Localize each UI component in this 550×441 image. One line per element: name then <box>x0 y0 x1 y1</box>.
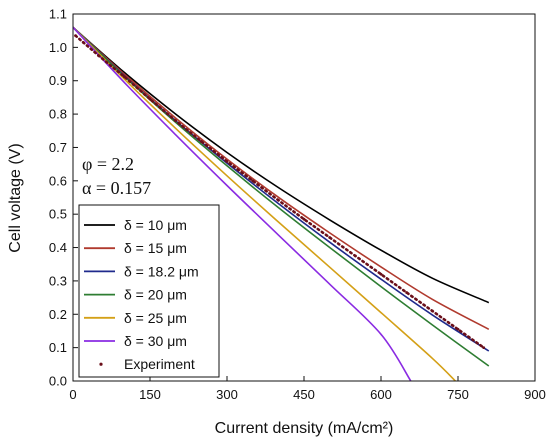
series-4-line <box>72 26 456 382</box>
x-tick-label: 900 <box>524 387 546 402</box>
legend-label: δ = 18.2 μm <box>124 263 199 279</box>
y-tick-label: 0.2 <box>49 307 67 322</box>
legend-box <box>78 204 220 378</box>
annotation-phi: φ = 2.2 <box>82 154 134 174</box>
x-tick-label: 600 <box>370 387 392 402</box>
experiment-point <box>302 217 306 221</box>
experiment-point <box>456 327 460 331</box>
y-tick-label: 0.9 <box>49 73 67 88</box>
y-tick-label: 0.1 <box>49 340 67 355</box>
legend-label: δ = 10 μm <box>124 217 187 233</box>
experiment-point <box>199 140 203 143</box>
legend-label: Experiment <box>124 356 195 372</box>
y-tick-label: 0.0 <box>49 374 67 389</box>
experiment-point <box>353 254 357 258</box>
y-tick-label: 1.0 <box>49 40 67 55</box>
experiment-point <box>148 97 152 101</box>
annotation-alpha: α = 0.157 <box>82 178 151 198</box>
x-tick-label: 450 <box>293 387 315 402</box>
y-tick-label: 0.5 <box>49 207 67 222</box>
series-1-line <box>72 26 490 331</box>
experiment-point <box>251 179 255 183</box>
legend-label: δ = 30 μm <box>124 333 187 349</box>
experiment-point <box>81 40 85 44</box>
experiment-point <box>328 236 332 239</box>
y-axis-title: Cell voltage (V) <box>7 143 24 252</box>
experiment-point <box>430 309 434 313</box>
experiment-point <box>122 75 126 79</box>
series-5-line <box>72 26 412 382</box>
x-tick-label: 150 <box>139 387 161 402</box>
experiment-point <box>482 346 486 350</box>
experiment-point <box>379 272 383 276</box>
y-tick-label: 0.8 <box>49 107 67 122</box>
legend-label: δ = 25 μm <box>124 310 187 326</box>
experiment-dotted-line <box>74 34 485 349</box>
x-tick-label: 750 <box>447 387 469 402</box>
series-0-line <box>72 26 490 304</box>
x-tick-label: 300 <box>216 387 238 402</box>
y-tick-label: 0.3 <box>49 273 67 288</box>
experiment-point <box>74 34 77 38</box>
legend-marker-experiment <box>99 362 103 366</box>
x-tick-label: 0 <box>69 387 76 402</box>
y-tick-label: 0.4 <box>49 240 67 255</box>
x-axis-title: Current density (mA/cm²) <box>215 420 394 437</box>
experiment-point <box>225 160 229 163</box>
series-6-experiment-points <box>74 34 486 350</box>
experiment-point <box>97 54 101 58</box>
y-tick-label: 1.1 <box>49 7 67 22</box>
y-tick-label: 0.6 <box>49 173 67 188</box>
legend-label: δ = 20 μm <box>124 287 187 303</box>
experiment-point <box>276 198 280 202</box>
experiment-point <box>405 291 409 294</box>
experiment-point <box>174 119 178 123</box>
legend: δ = 10 μm δ = 15 μm δ = 18.2 μm δ = 20 μm δ … <box>78 204 220 378</box>
y-tick-label: 0.7 <box>49 140 67 155</box>
annotation-group: φ = 2.2 α = 0.157 <box>82 154 151 198</box>
legend-label: δ = 15 μm <box>124 240 187 256</box>
